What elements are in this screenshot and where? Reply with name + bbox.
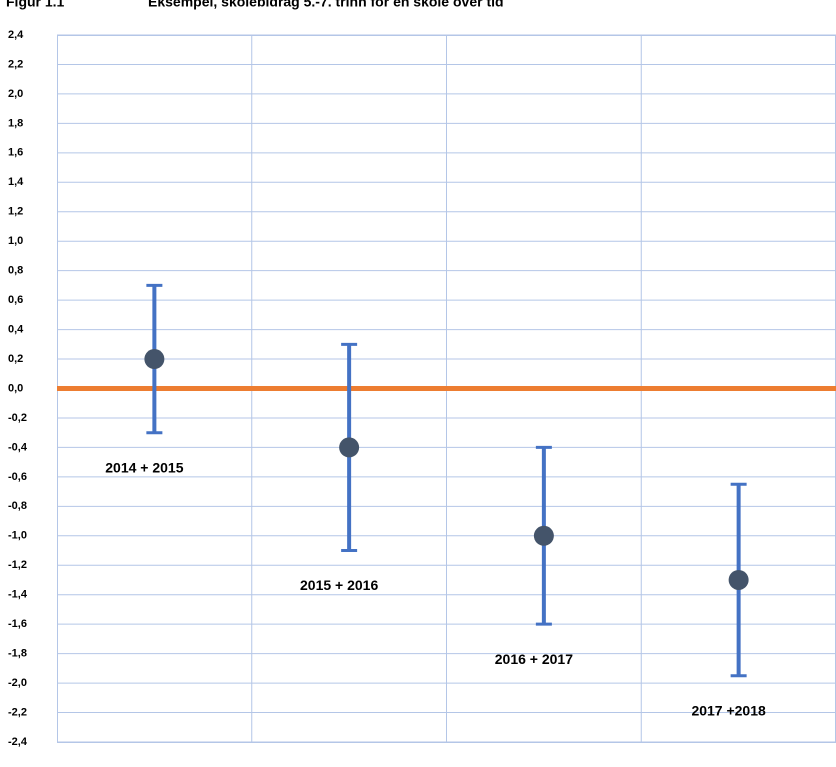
- point: [339, 437, 360, 458]
- y-tick-label: 2,0: [8, 88, 23, 100]
- point: [144, 349, 165, 370]
- point: [728, 569, 749, 590]
- y-tick-label: 0,2: [8, 353, 23, 365]
- figure-label: Figur 1.1: [6, 0, 65, 10]
- y-tick-label: -1,0: [8, 530, 27, 542]
- y-tick-label: -0,8: [8, 500, 27, 512]
- y-tick-label: 1,0: [8, 235, 23, 247]
- y-tick-label: -2,4: [8, 736, 28, 748]
- y-tick-label: -0,6: [8, 471, 27, 483]
- y-tick-label: -0,2: [8, 412, 27, 424]
- y-tick-label: -2,2: [8, 706, 27, 718]
- y-tick-label: 2,2: [8, 58, 23, 70]
- category-label: 2016 + 2017: [495, 651, 573, 667]
- point: [533, 525, 554, 546]
- y-tick-label: 1,8: [8, 117, 23, 129]
- y-tick-label: 1,2: [8, 206, 23, 218]
- y-tick-label: 1,6: [8, 147, 23, 159]
- y-tick-label: 2,4: [8, 29, 24, 41]
- y-tick-label: -1,6: [8, 618, 27, 630]
- chart-title: Eksempel, skolebidrag 5.-7. trinn for en…: [148, 0, 504, 10]
- category-label: 2015 + 2016: [300, 577, 378, 593]
- y-tick-label: -1,4: [8, 589, 28, 601]
- y-tick-label: 0,8: [8, 265, 23, 277]
- y-tick-label: -1,8: [8, 648, 27, 660]
- y-tick-label: 1,4: [8, 176, 24, 188]
- y-tick-label: -0,4: [8, 441, 28, 453]
- category-label: 2014 + 2015: [105, 459, 183, 475]
- category-label: 2017 +2018: [691, 702, 766, 718]
- y-tick-label: 0,4: [8, 323, 24, 335]
- y-tick-label: -2,0: [8, 677, 27, 689]
- y-tick-label: 0,6: [8, 294, 23, 306]
- y-tick-label: -1,2: [8, 559, 27, 571]
- y-tick-label: 0,0: [8, 382, 23, 394]
